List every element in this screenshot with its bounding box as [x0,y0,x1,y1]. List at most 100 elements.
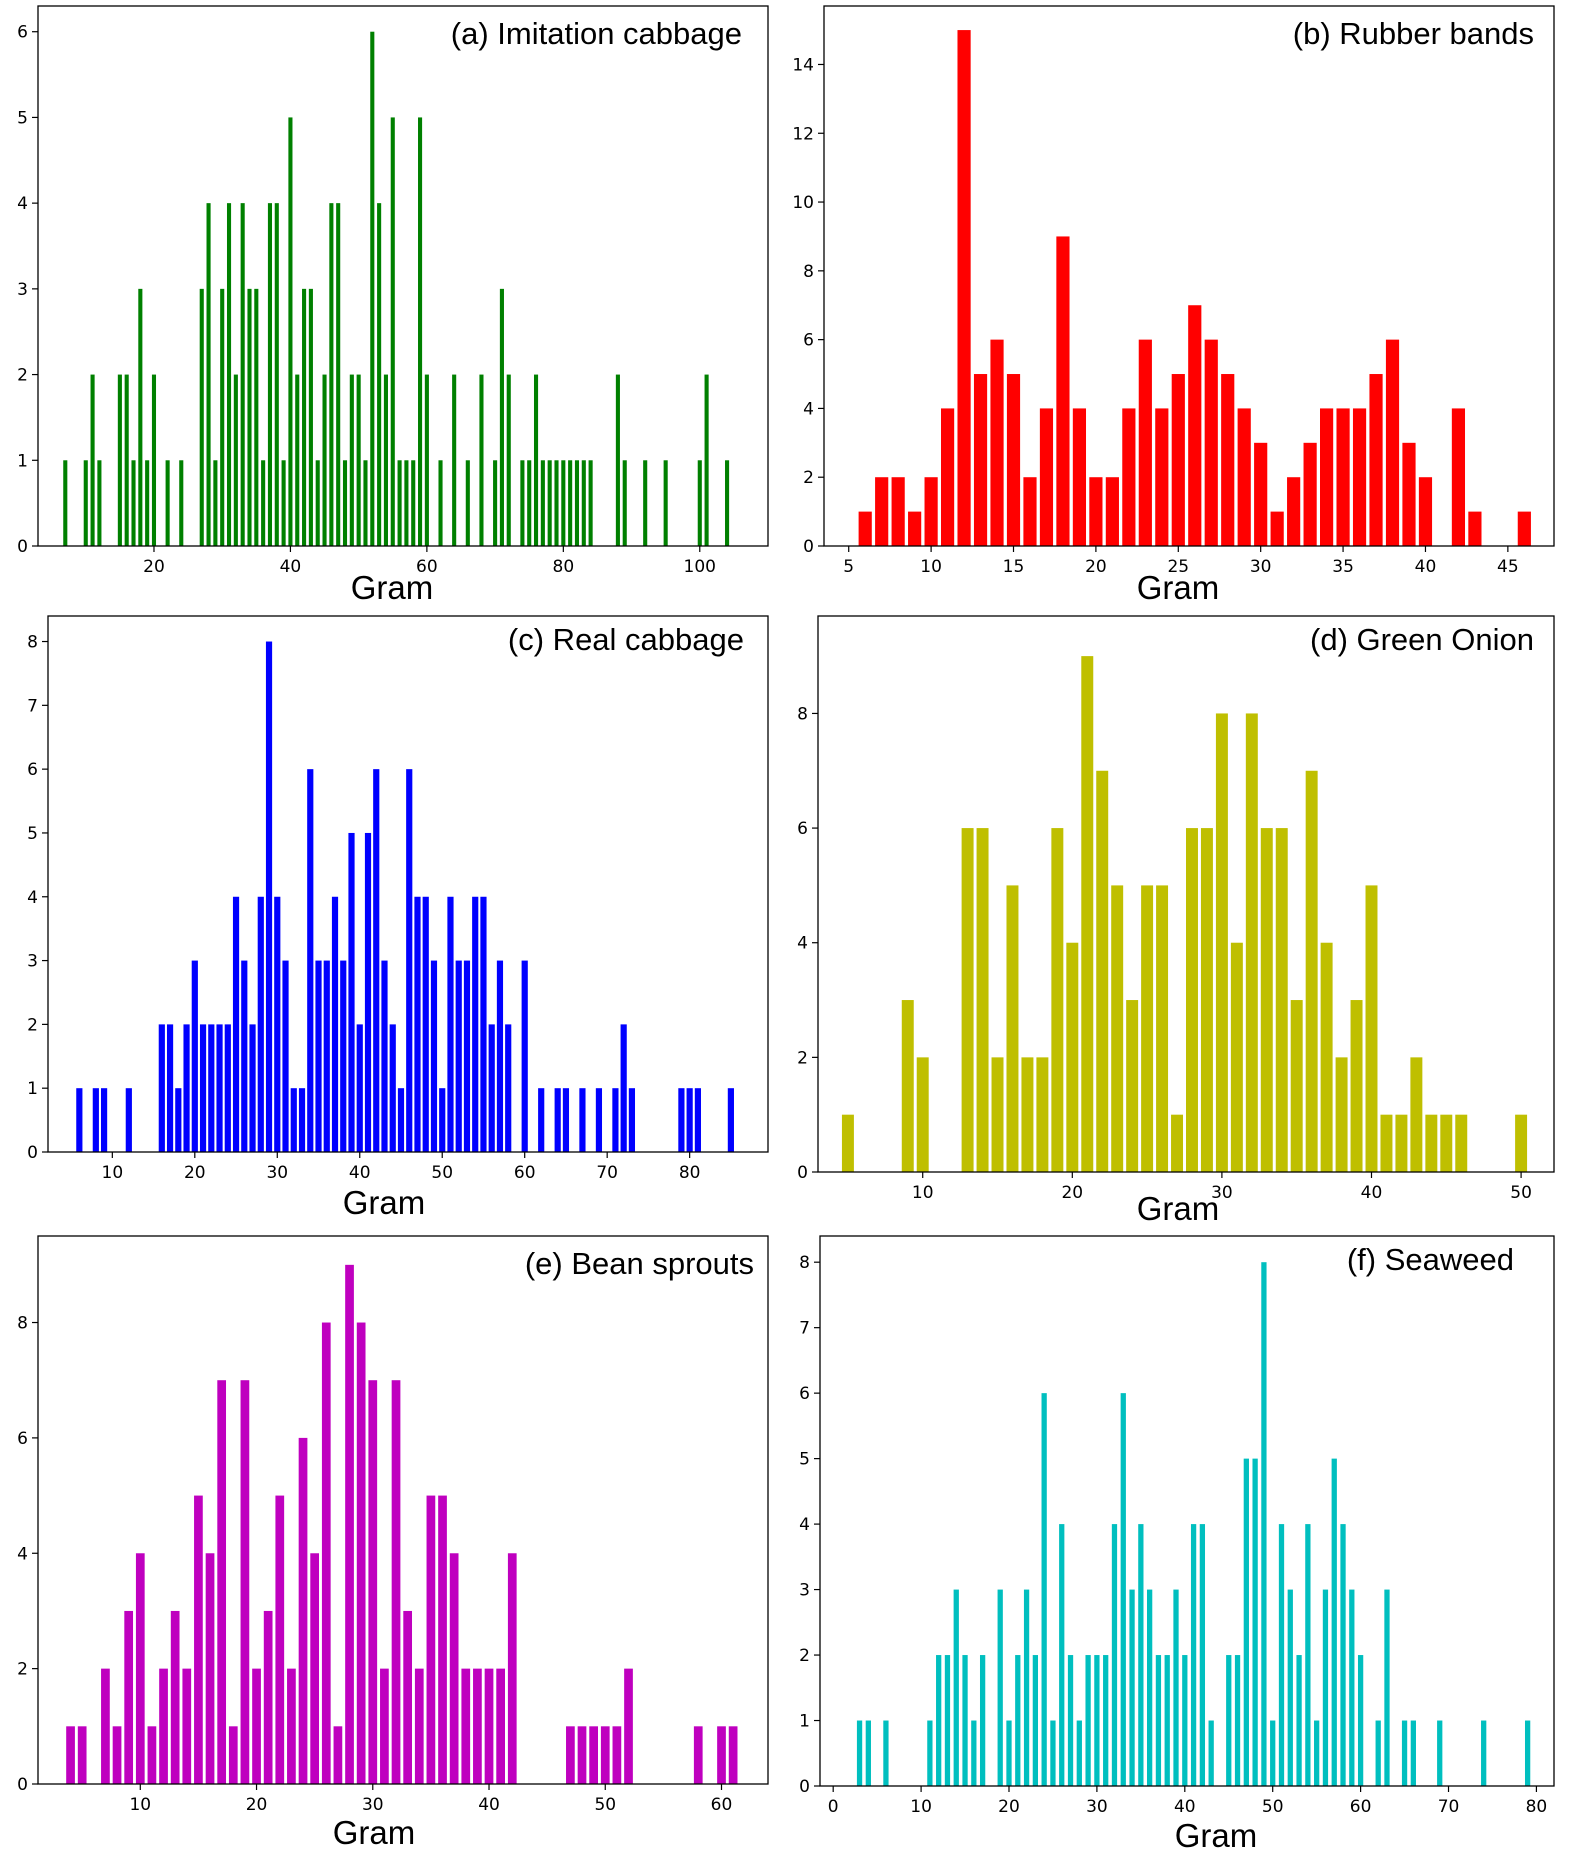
bar [1481,1720,1487,1786]
bar [1023,477,1037,546]
bar [554,460,559,546]
bar [298,1088,306,1152]
bar [901,1000,914,1172]
bar [1015,1655,1021,1786]
y-tick-label: 5 [17,108,28,128]
bar [216,1024,223,1152]
y-tick-label: 2 [27,1015,38,1035]
bar [1111,1524,1118,1786]
bar [568,460,573,546]
x-tick-label: 20 [184,1163,206,1183]
plot-frame [819,1235,1555,1787]
bar [1303,442,1317,546]
bar [240,203,245,546]
bar [1365,885,1378,1172]
bar [1164,1655,1170,1786]
bar [333,1726,343,1784]
bar [179,460,184,546]
bar [581,460,586,546]
bar [480,896,487,1152]
bar [1270,1720,1276,1786]
bar [191,960,198,1152]
chart-title: (d) Green Onion [1310,622,1534,657]
bar [323,960,330,1152]
x-tick-label: 50 [594,1795,616,1815]
bar [1260,828,1273,1172]
bar [403,1610,413,1784]
bar [308,288,313,546]
bar [865,1720,871,1786]
bar [1200,828,1213,1172]
bar [1322,1589,1329,1786]
bar [377,203,382,546]
bar [166,1024,174,1152]
bar [693,1726,703,1784]
bar [449,1553,459,1784]
x-tick-label: 25 [1167,557,1189,577]
y-tick-label: 12 [792,124,814,144]
bar [1050,1720,1056,1786]
bar [725,460,730,546]
bar [704,374,709,546]
bar [438,1495,447,1784]
bar [370,31,375,546]
chart-svg-a: 20 40 60 80 100 0 1 2 3 4 5 6 (a) Imitation cabbage… [17,5,769,606]
plot-frame [37,5,769,547]
bar [488,1024,495,1152]
x-tick-label: 20 [998,1797,1020,1817]
bar [329,203,334,546]
x-tick-label: 10 [102,1163,124,1183]
bar [1245,713,1258,1172]
bar [595,1088,603,1152]
chart-title: (b) Rubber bands [1293,16,1534,51]
y-tick-label: 2 [17,1660,28,1680]
bar [1006,885,1019,1172]
bar [194,1495,203,1784]
x-tick-label: 20 [1061,1183,1083,1203]
bar [953,1589,959,1786]
x-tick-label: 40 [1415,557,1437,577]
x-tick-label: 40 [280,557,302,577]
bar [364,832,372,1152]
bar [159,1668,168,1784]
bar [265,641,273,1152]
bar [391,1380,401,1784]
bar [1126,1000,1139,1172]
bar [345,1264,354,1784]
bar [220,288,225,546]
bar [1278,1524,1285,1786]
bar [452,374,457,546]
x-tick-label: 60 [1350,1797,1372,1817]
y-tick-label: 5 [799,1450,810,1470]
bar [566,1726,575,1784]
bar [1096,770,1109,1172]
bar [588,460,593,546]
bar [426,1495,436,1784]
bar [247,288,252,546]
bar [574,460,580,546]
bar [1036,1057,1049,1172]
bar [356,374,361,546]
bar [991,1057,1004,1172]
bar [1129,1589,1135,1786]
bar [418,117,423,546]
x-tick-label: 50 [1510,1183,1532,1203]
y-tick-label: 8 [797,704,808,724]
bar [577,1726,587,1784]
x-tick-label: 30 [362,1795,384,1815]
x-tick-label: 10 [920,557,942,577]
bar [944,1655,951,1786]
chart-svg-b: 5 10 15 20 25 30 35 40 45 0 2 4 6 8 10 12 14 (b) Rubber … [792,5,1555,606]
bar [1350,1000,1363,1172]
bar [274,896,281,1152]
x-tick-label: 60 [514,1163,536,1183]
bar [241,960,248,1152]
bar [315,460,320,546]
y-tick-label: 4 [797,934,808,954]
y-tick-label: 3 [27,952,38,972]
bar [307,769,314,1152]
bar [232,896,240,1152]
bar [1402,442,1416,546]
chart-panel-d: 10 20 30 40 50 0 2 4 6 8 (d) Green Onion Gram [786,610,1572,1230]
y-tick-label: 6 [799,1384,810,1404]
